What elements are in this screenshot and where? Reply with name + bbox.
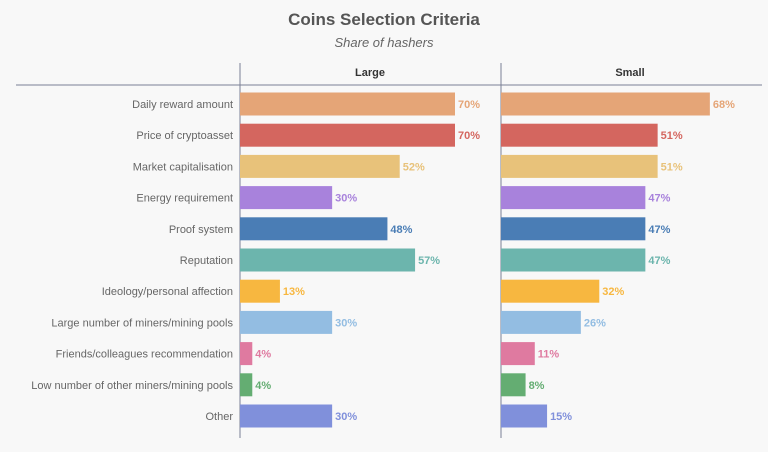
category-label-proof-system: Proof system [169, 224, 233, 236]
category-label-large-number-of-miners-mining-pools: Large number of miners/mining pools [51, 317, 233, 329]
bar-large-daily-reward-amount [240, 92, 455, 116]
value-label-large-other: 30% [335, 411, 357, 423]
category-label-ideology-personal-affection: Ideology/personal affection [102, 286, 233, 298]
bar-small-large-number-of-miners-mining-pools [501, 310, 581, 334]
value-label-large-large-number-of-miners-mining-pools: 30% [335, 317, 357, 329]
bar-large-low-number-of-other-miners-mining-pools [240, 373, 253, 397]
value-label-large-proof-system: 48% [390, 224, 412, 236]
bar-large-proof-system [240, 217, 388, 241]
category-label-low-number-of-other-miners-mining-pools: Low number of other miners/mining pools [31, 380, 233, 392]
bar-small-other [501, 404, 548, 428]
value-label-small-ideology-personal-affection: 32% [602, 286, 624, 298]
bar-small-daily-reward-amount [501, 92, 710, 116]
bar-large-other [240, 404, 333, 428]
value-label-small-daily-reward-amount: 68% [713, 99, 735, 111]
value-label-small-large-number-of-miners-mining-pools: 26% [584, 317, 606, 329]
value-label-small-reputation: 47% [648, 255, 670, 267]
chart-title: Coins Selection Criteria [288, 10, 480, 29]
chart-subtitle: Share of hashers [334, 35, 434, 50]
value-label-large-energy-requirement: 30% [335, 193, 357, 205]
bar-large-large-number-of-miners-mining-pools [240, 310, 333, 334]
category-label-friends-colleagues-recommendation: Friends/colleagues recommendation [56, 349, 233, 361]
bar-small-market-capitalisation [501, 154, 658, 178]
value-label-small-proof-system: 47% [648, 224, 670, 236]
category-label-price-of-cryptoasset: Price of cryptoasset [136, 130, 233, 142]
value-label-small-other: 15% [550, 411, 572, 423]
category-label-daily-reward-amount: Daily reward amount [132, 99, 233, 111]
value-label-large-market-capitalisation: 52% [403, 161, 425, 173]
value-label-large-price-of-cryptoasset: 70% [458, 130, 480, 142]
bar-large-price-of-cryptoasset [240, 123, 455, 147]
bar-small-ideology-personal-affection [501, 279, 600, 303]
value-label-large-ideology-personal-affection: 13% [283, 286, 305, 298]
bar-large-friends-colleagues-recommendation [240, 342, 253, 366]
category-label-market-capitalisation: Market capitalisation [133, 161, 233, 173]
panel-header-small: Small [615, 67, 644, 79]
category-label-reputation: Reputation [180, 255, 233, 267]
bar-large-market-capitalisation [240, 154, 400, 178]
bar-small-energy-requirement [501, 186, 646, 210]
value-label-large-low-number-of-other-miners-mining-pools: 4% [255, 380, 271, 392]
value-label-large-daily-reward-amount: 70% [458, 99, 480, 111]
category-label-other: Other [205, 411, 233, 423]
bar-small-reputation [501, 248, 646, 272]
value-label-large-friends-colleagues-recommendation: 4% [255, 349, 271, 361]
value-label-large-reputation: 57% [418, 255, 440, 267]
bar-large-energy-requirement [240, 186, 333, 210]
bar-small-friends-colleagues-recommendation [501, 342, 535, 366]
value-label-small-price-of-cryptoasset: 51% [661, 130, 683, 142]
value-label-small-market-capitalisation: 51% [661, 161, 683, 173]
panel-header-large: Large [355, 67, 385, 79]
bar-small-price-of-cryptoasset [501, 123, 658, 147]
bar-small-low-number-of-other-miners-mining-pools [501, 373, 526, 397]
bar-large-ideology-personal-affection [240, 279, 280, 303]
value-label-small-energy-requirement: 47% [648, 193, 670, 205]
bar-large-reputation [240, 248, 416, 272]
value-label-small-low-number-of-other-miners-mining-pools: 8% [529, 380, 545, 392]
value-label-small-friends-colleagues-recommendation: 11% [538, 349, 560, 361]
bar-small-proof-system [501, 217, 646, 241]
category-label-energy-requirement: Energy requirement [136, 193, 233, 205]
